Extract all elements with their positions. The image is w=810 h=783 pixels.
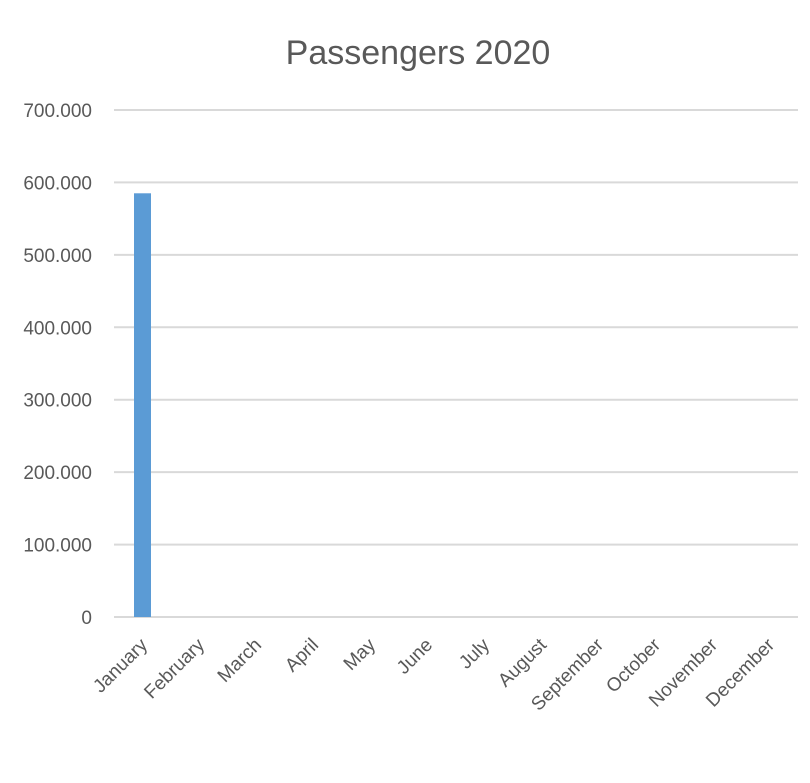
bars <box>134 193 151 618</box>
x-tick-label: June <box>393 635 437 679</box>
gridlines <box>114 109 798 618</box>
x-tick-label: March <box>214 635 266 687</box>
y-tick-label: 400.000 <box>23 318 92 339</box>
x-tick-label: August <box>494 634 551 691</box>
x-tick-label: July <box>455 634 494 673</box>
y-tick-label: 700.000 <box>23 101 92 122</box>
bar-january <box>134 193 151 618</box>
y-tick-label: 200.000 <box>23 463 92 484</box>
y-tick-label: 100.000 <box>23 536 92 557</box>
y-tick-label: 300.000 <box>23 391 92 412</box>
y-axis-tick-labels: 0 100.000 200.000 300.000 400.000 500.000 600.… <box>23 101 92 629</box>
x-tick-label: February <box>140 634 209 703</box>
x-tick-label: May <box>340 634 381 675</box>
x-tick-label: April <box>281 635 323 677</box>
y-tick-label: 0 <box>81 608 92 629</box>
y-tick-label: 500.000 <box>23 246 92 267</box>
chart-title: Passengers 2020 <box>286 34 551 72</box>
y-tick-label: 600.000 <box>23 173 92 194</box>
